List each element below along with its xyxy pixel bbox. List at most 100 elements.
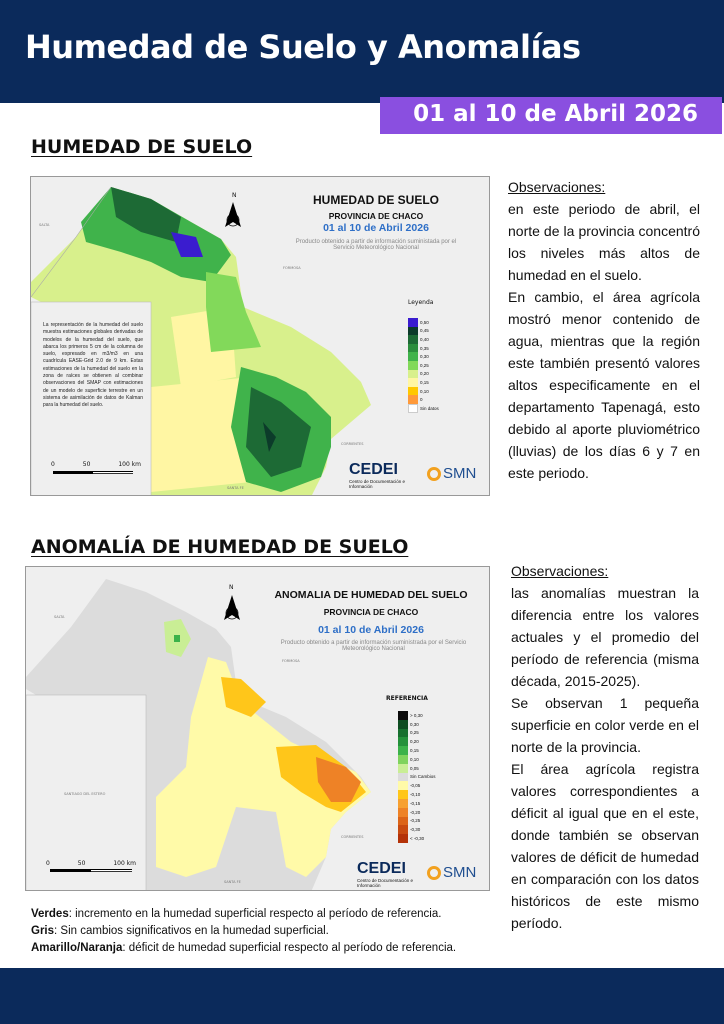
legend-item: 0,25 bbox=[408, 360, 439, 370]
region-formosa: FORMOSA bbox=[283, 266, 301, 270]
legend-label: 0,50 bbox=[420, 319, 429, 325]
header: Humedad de Suelo y Anomalías bbox=[0, 0, 724, 103]
legend-label: 0,15 bbox=[410, 748, 419, 754]
cedei-sub: Centro de Documentación e Información bbox=[349, 479, 406, 489]
legend-item: -0,25 bbox=[398, 816, 436, 826]
legend-item: 0 bbox=[408, 395, 439, 404]
north-label: N bbox=[229, 584, 234, 591]
legend-swatch bbox=[398, 754, 408, 764]
legend-label: 0,30 bbox=[420, 354, 429, 360]
scale-100: 100 km bbox=[113, 860, 136, 867]
legend-swatch bbox=[408, 335, 418, 344]
footer bbox=[0, 968, 724, 1024]
scale-100: 100 km bbox=[118, 461, 141, 468]
note-term: Verdes bbox=[31, 908, 69, 920]
legend-label: 0,20 bbox=[410, 739, 419, 745]
scale-labels: 0 50 100 km bbox=[46, 860, 136, 867]
legend-item: 0,15 bbox=[408, 378, 439, 387]
scale-labels: 0 50 100 km bbox=[51, 461, 141, 468]
legend: 0,50 0,45 0,40 0,35 0,30 0,25 0,20 0,15 0,10 0 Sin… bbox=[408, 318, 439, 413]
legend-swatch bbox=[398, 711, 408, 720]
north-arrow-icon bbox=[224, 595, 240, 620]
map-period: 01 al 10 de Abril 2026 bbox=[323, 222, 429, 234]
legend-swatch bbox=[408, 352, 418, 361]
legend-swatch bbox=[398, 763, 408, 773]
legend-label: 0,05 bbox=[410, 765, 419, 771]
section-heading-anomalia: ANOMALÍA DE HUMEDAD DE SUELO bbox=[31, 536, 409, 558]
legend-item: -0,30 bbox=[398, 825, 436, 835]
legend-item: 0,30 bbox=[408, 352, 439, 361]
legend-label: > 0,30 bbox=[410, 712, 423, 718]
north-arrow-icon bbox=[225, 202, 241, 227]
legend-label: 0,30 bbox=[410, 721, 419, 727]
soil-moisture-anomaly-map: ANOMALIA DE HUMEDAD DEL SUELO PROVINCIA … bbox=[25, 566, 490, 891]
legend-item: 0,40 bbox=[408, 335, 439, 344]
region-santafe: SANTA FE bbox=[224, 880, 241, 884]
note-term: Amarillo/Naranja bbox=[31, 942, 123, 954]
legend-swatch bbox=[398, 790, 408, 799]
observation-paragraph: En cambio, el área agrícola mostró menor… bbox=[508, 289, 700, 481]
region-formosa: FORMOSA bbox=[282, 659, 300, 663]
map-source: Producto obtenido a partir de informació… bbox=[295, 239, 457, 251]
observation-paragraph: Se observan 1 pequeña superficie en colo… bbox=[511, 695, 699, 755]
legend-swatch bbox=[398, 737, 408, 747]
color-notes: Verdes: incremento en la humedad superfi… bbox=[31, 906, 456, 957]
legend-item: 0,50 bbox=[408, 318, 439, 327]
region-corrientes: CORRIENTES bbox=[341, 442, 364, 446]
legend-swatch bbox=[398, 825, 408, 835]
scale-bar bbox=[50, 869, 132, 872]
legend-label: 0,15 bbox=[420, 379, 429, 385]
legend-swatch bbox=[408, 378, 418, 387]
map-source: Producto obtenido a partir de informació… bbox=[280, 640, 467, 652]
map-subtitle: PROVINCIA DE CHACO bbox=[328, 211, 424, 221]
legend-item: -0,05 bbox=[398, 781, 436, 791]
legend-swatch bbox=[408, 395, 418, 404]
legend-title: Leyenda bbox=[408, 299, 434, 306]
legend-swatch bbox=[408, 369, 418, 379]
legend-label: 0,20 bbox=[420, 371, 429, 377]
region-santiago: SANTIAGO DEL ESTERO bbox=[64, 792, 106, 796]
period-label: 01 al 10 de Abril 2026 bbox=[413, 101, 698, 127]
legend-label: -0,10 bbox=[410, 792, 421, 798]
observation-paragraph: las anomalías muestran la diferencia ent… bbox=[511, 585, 699, 689]
legend-label: 0,25 bbox=[410, 730, 419, 736]
region-corrientes: CORRIENTES bbox=[341, 835, 364, 839]
north-label: N bbox=[232, 192, 237, 199]
legend-item: -0,10 bbox=[398, 790, 436, 799]
legend-item: 0,15 bbox=[398, 746, 436, 755]
map-graphic bbox=[26, 579, 371, 890]
page-title: Humedad de Suelo y Anomalías bbox=[25, 28, 581, 66]
cedei-name: CEDEI bbox=[349, 461, 398, 478]
legend-swatch bbox=[408, 326, 418, 336]
note-verdes: Verdes: incremento en la humedad superfi… bbox=[31, 906, 456, 923]
note-text: : déficit de humedad superficial respect… bbox=[122, 942, 457, 954]
cedei-logo: CEDEI Centro de Documentación e Informaci… bbox=[357, 860, 427, 888]
map-description: La representación de la humedad del suel… bbox=[43, 322, 143, 409]
legend-item: 0,25 bbox=[398, 728, 436, 738]
legend-swatch bbox=[408, 360, 418, 370]
scale-50: 50 bbox=[77, 860, 86, 867]
legend-item: 0,35 bbox=[408, 343, 439, 353]
legend-item: 0,20 bbox=[408, 369, 439, 379]
legend-label: 0,45 bbox=[420, 328, 429, 334]
legend-swatch bbox=[398, 781, 408, 791]
legend-swatch bbox=[408, 318, 418, 327]
map-title: ANOMALIA DE HUMEDAD DEL SUELO bbox=[274, 589, 468, 601]
legend-label: 0,10 bbox=[410, 756, 419, 762]
legend-item: 0,45 bbox=[408, 326, 439, 336]
legend-swatch bbox=[408, 343, 418, 353]
legend: > 0,30 0,30 0,25 0,20 0,15 0,10 0,05 Sin Cambio… bbox=[398, 711, 436, 843]
legend-label: -0,30 bbox=[410, 827, 421, 833]
map-title: HUMEDAD DE SUELO bbox=[312, 193, 439, 207]
legend-swatch bbox=[398, 807, 408, 817]
note-term: Gris bbox=[31, 925, 55, 937]
legend-swatch bbox=[408, 403, 418, 413]
cedei-name: CEDEI bbox=[357, 860, 406, 877]
legend-label: 0,10 bbox=[420, 388, 429, 394]
legend-item: 0,30 bbox=[398, 719, 436, 729]
legend-swatch bbox=[398, 719, 408, 729]
legend-item: -0,20 bbox=[398, 807, 436, 817]
legend-swatch bbox=[398, 728, 408, 738]
period-banner: 01 al 10 de Abril 2026 bbox=[380, 97, 722, 134]
legend-item: 0,10 bbox=[408, 386, 439, 396]
